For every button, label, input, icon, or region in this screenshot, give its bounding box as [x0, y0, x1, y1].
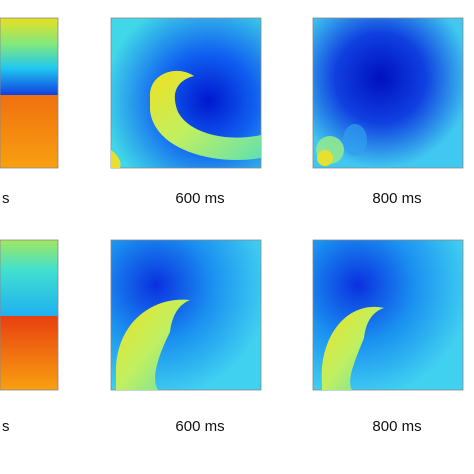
panel-label: s	[2, 190, 10, 207]
panel-label: 800 ms	[372, 190, 421, 207]
panel-image	[0, 18, 58, 95]
panel-image	[0, 316, 58, 390]
panel-label: 800 ms	[372, 418, 421, 435]
panel-label: s	[2, 418, 10, 435]
row-2: s 600 ms 800 ms	[0, 239, 464, 435]
panel-label: 600 ms	[175, 418, 224, 435]
row-1: s 600 ms 800 ms	[0, 17, 464, 207]
panel-image	[0, 240, 58, 316]
panel-label: 600 ms	[175, 190, 224, 207]
panel-image	[0, 95, 58, 168]
